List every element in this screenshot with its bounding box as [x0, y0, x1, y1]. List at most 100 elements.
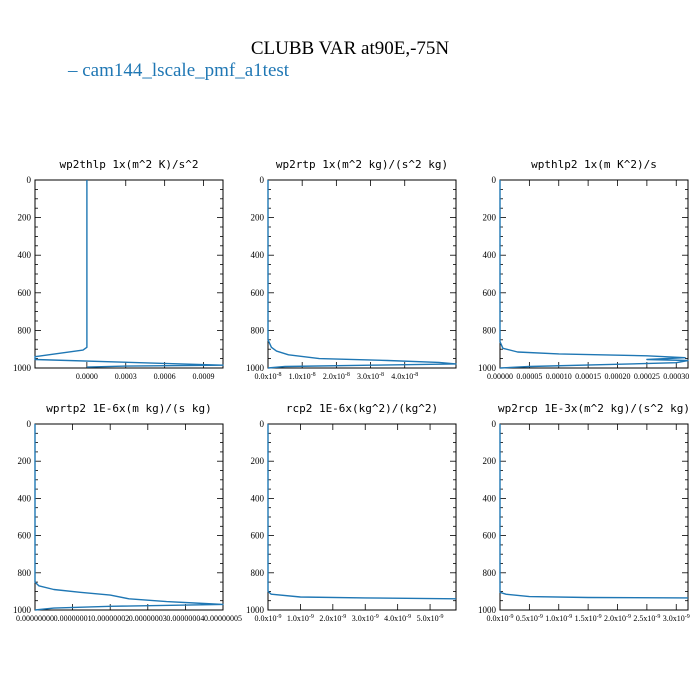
panel-title: rcp2 1E-6x(kg^2)/(kg^2): [286, 402, 438, 415]
y-tick-label: 800: [483, 568, 497, 578]
y-tick-label: 0: [260, 175, 265, 185]
y-tick-label: 400: [18, 250, 32, 260]
x-tick-label: 1.0x10-8: [289, 372, 316, 381]
y-tick-label: 0: [492, 175, 497, 185]
page-title: CLUBB VAR at90E,-75N: [250, 38, 450, 59]
y-tick-label: 1000: [478, 605, 497, 615]
x-tick-label: 4.0x10-8: [391, 372, 418, 381]
y-tick-label: 600: [483, 531, 497, 541]
series-line: [34, 424, 224, 611]
y-tick-label: 600: [18, 531, 32, 541]
y-tick-label: 400: [251, 250, 265, 260]
y-tick-label: 1000: [13, 363, 32, 373]
x-tick-label: 0.00000004: [166, 614, 204, 623]
y-tick-label: 400: [251, 493, 265, 503]
y-tick-label: 600: [251, 531, 265, 541]
y-tick-label: 800: [251, 325, 265, 335]
x-tick-label: 2.5x10-9: [633, 614, 660, 623]
y-tick-label: 1000: [246, 605, 265, 615]
panel-title: wprtp2 1E-6x(m kg)/(s kg): [46, 402, 212, 415]
y-tick-label: 400: [483, 493, 497, 503]
x-tick-label: 0.0000: [76, 372, 98, 381]
x-tick-label: 0.00010: [546, 372, 572, 381]
x-tick-label: 0.00030: [663, 372, 689, 381]
y-tick-label: 200: [483, 456, 497, 466]
y-tick-label: 400: [18, 493, 32, 503]
plot-frame: [34, 423, 224, 611]
y-tick-label: 600: [251, 288, 265, 298]
plot-frame: [499, 179, 689, 369]
x-tick-label: 0.00020: [605, 372, 631, 381]
y-tick-label: 1000: [246, 363, 265, 373]
plot-frame: [499, 423, 689, 611]
series-line: [499, 424, 689, 599]
x-tick-label: 0.0x10-9: [255, 614, 282, 623]
x-tick-label: 2.0x10-9: [319, 614, 346, 623]
x-tick-label: 3.0x10-9: [663, 614, 690, 623]
chart-panel-3: wpthlp2 1x(m K^2)/s020040060080010000.00…: [478, 158, 689, 381]
y-tick-label: 0: [27, 419, 32, 429]
x-tick-label: 3.0x10-9: [352, 614, 379, 623]
x-tick-label: 3.0x10-8: [357, 372, 384, 381]
legend-label: cam144_lscale_pmf_a1test: [82, 60, 290, 81]
x-tick-label: 0.00000001: [54, 614, 92, 623]
x-tick-label: 0.00015: [575, 372, 601, 381]
panel-title: wpthlp2 1x(m K^2)/s: [531, 158, 657, 171]
chart-panel-4: wprtp2 1E-6x(m kg)/(s kg) 0 200 400 600 800 10…: [13, 402, 242, 623]
x-tick-label: 1.5x10-9: [575, 614, 602, 623]
x-tick-label: 0.00000005: [204, 614, 242, 623]
y-tick-label: 0: [27, 175, 32, 185]
x-tick-label: 0.00000003: [129, 614, 167, 623]
x-tick-label: 0.00000: [487, 372, 513, 381]
legend-line-marker: –: [68, 60, 83, 81]
x-tick-label: 0.0x10-9: [487, 614, 514, 623]
x-tick-label: 0.0009: [193, 372, 215, 381]
legend-entry: – cam144_lscale_pmf_a1test: [68, 60, 289, 82]
y-tick-label: 800: [483, 325, 497, 335]
x-tick-label: 5.0x10-9: [417, 614, 444, 623]
y-tick-label: 600: [18, 288, 32, 298]
x-tick-label: 0.0x10-8: [255, 372, 282, 381]
y-tick-label: 1000: [478, 363, 497, 373]
plot-frame: [267, 179, 457, 369]
x-tick-label: 2.0x10-8: [323, 372, 350, 381]
series-line: [499, 180, 689, 369]
chart-panel-1: wp2thlp 1x(m^2 K)/s^2 0 200 400 600 800 1000 0.…: [13, 158, 224, 381]
plot-frame: [34, 179, 224, 369]
chart-panel-6: wp2rcp 1E-3x(m^2 kg)/(s^2 kg)0 200 400 600 8…: [478, 402, 690, 623]
y-tick-label: 200: [18, 213, 32, 223]
y-tick-label: 1000: [13, 605, 32, 615]
panel-title: wp2thlp 1x(m^2 K)/s^2: [59, 158, 198, 171]
y-tick-label: 600: [483, 288, 497, 298]
y-tick-label: 200: [483, 213, 497, 223]
x-tick-label: 0.5x10-9: [516, 614, 543, 623]
x-tick-label: 2.0x10-9: [604, 614, 631, 623]
x-tick-label: 0.00000000: [16, 614, 54, 623]
y-tick-label: 0: [492, 419, 497, 429]
y-tick-label: 800: [18, 568, 32, 578]
y-tick-label: 200: [251, 213, 265, 223]
chart-panel-5: rcp2 1E-6x(kg^2)/(kg^2) 0 200 400 600 800 1000…: [246, 402, 457, 623]
series-line: [34, 180, 224, 368]
x-tick-label: 0.0003: [115, 372, 137, 381]
plot-frame: [267, 423, 457, 611]
panel-title: wp2rtp 1x(m^2 kg)/(s^2 kg): [276, 158, 448, 171]
y-tick-label: 400: [483, 250, 497, 260]
y-tick-label: 200: [18, 456, 32, 466]
x-tick-label: 4.0x10-9: [384, 614, 411, 623]
y-tick-label: 800: [18, 325, 32, 335]
y-tick-label: 800: [251, 568, 265, 578]
panel-title: wp2rcp 1E-3x(m^2 kg)/(s^2 kg): [498, 402, 690, 415]
x-tick-label: 1.0x10-9: [287, 614, 314, 623]
x-tick-label: 0.00000002: [91, 614, 129, 623]
series-line: [267, 180, 457, 369]
chart-panel-2: wp2rtp 1x(m^2 kg)/(s^2 kg) 0 200 400 600 800 1…: [246, 158, 457, 381]
x-tick-label: 0.00005: [516, 372, 542, 381]
y-tick-label: 0: [260, 419, 265, 429]
x-tick-label: 0.00025: [634, 372, 660, 381]
x-tick-label: 1.0x10-9: [545, 614, 572, 623]
series-line: [267, 424, 457, 600]
y-tick-label: 200: [251, 456, 265, 466]
x-tick-label: 0.0006: [154, 372, 176, 381]
